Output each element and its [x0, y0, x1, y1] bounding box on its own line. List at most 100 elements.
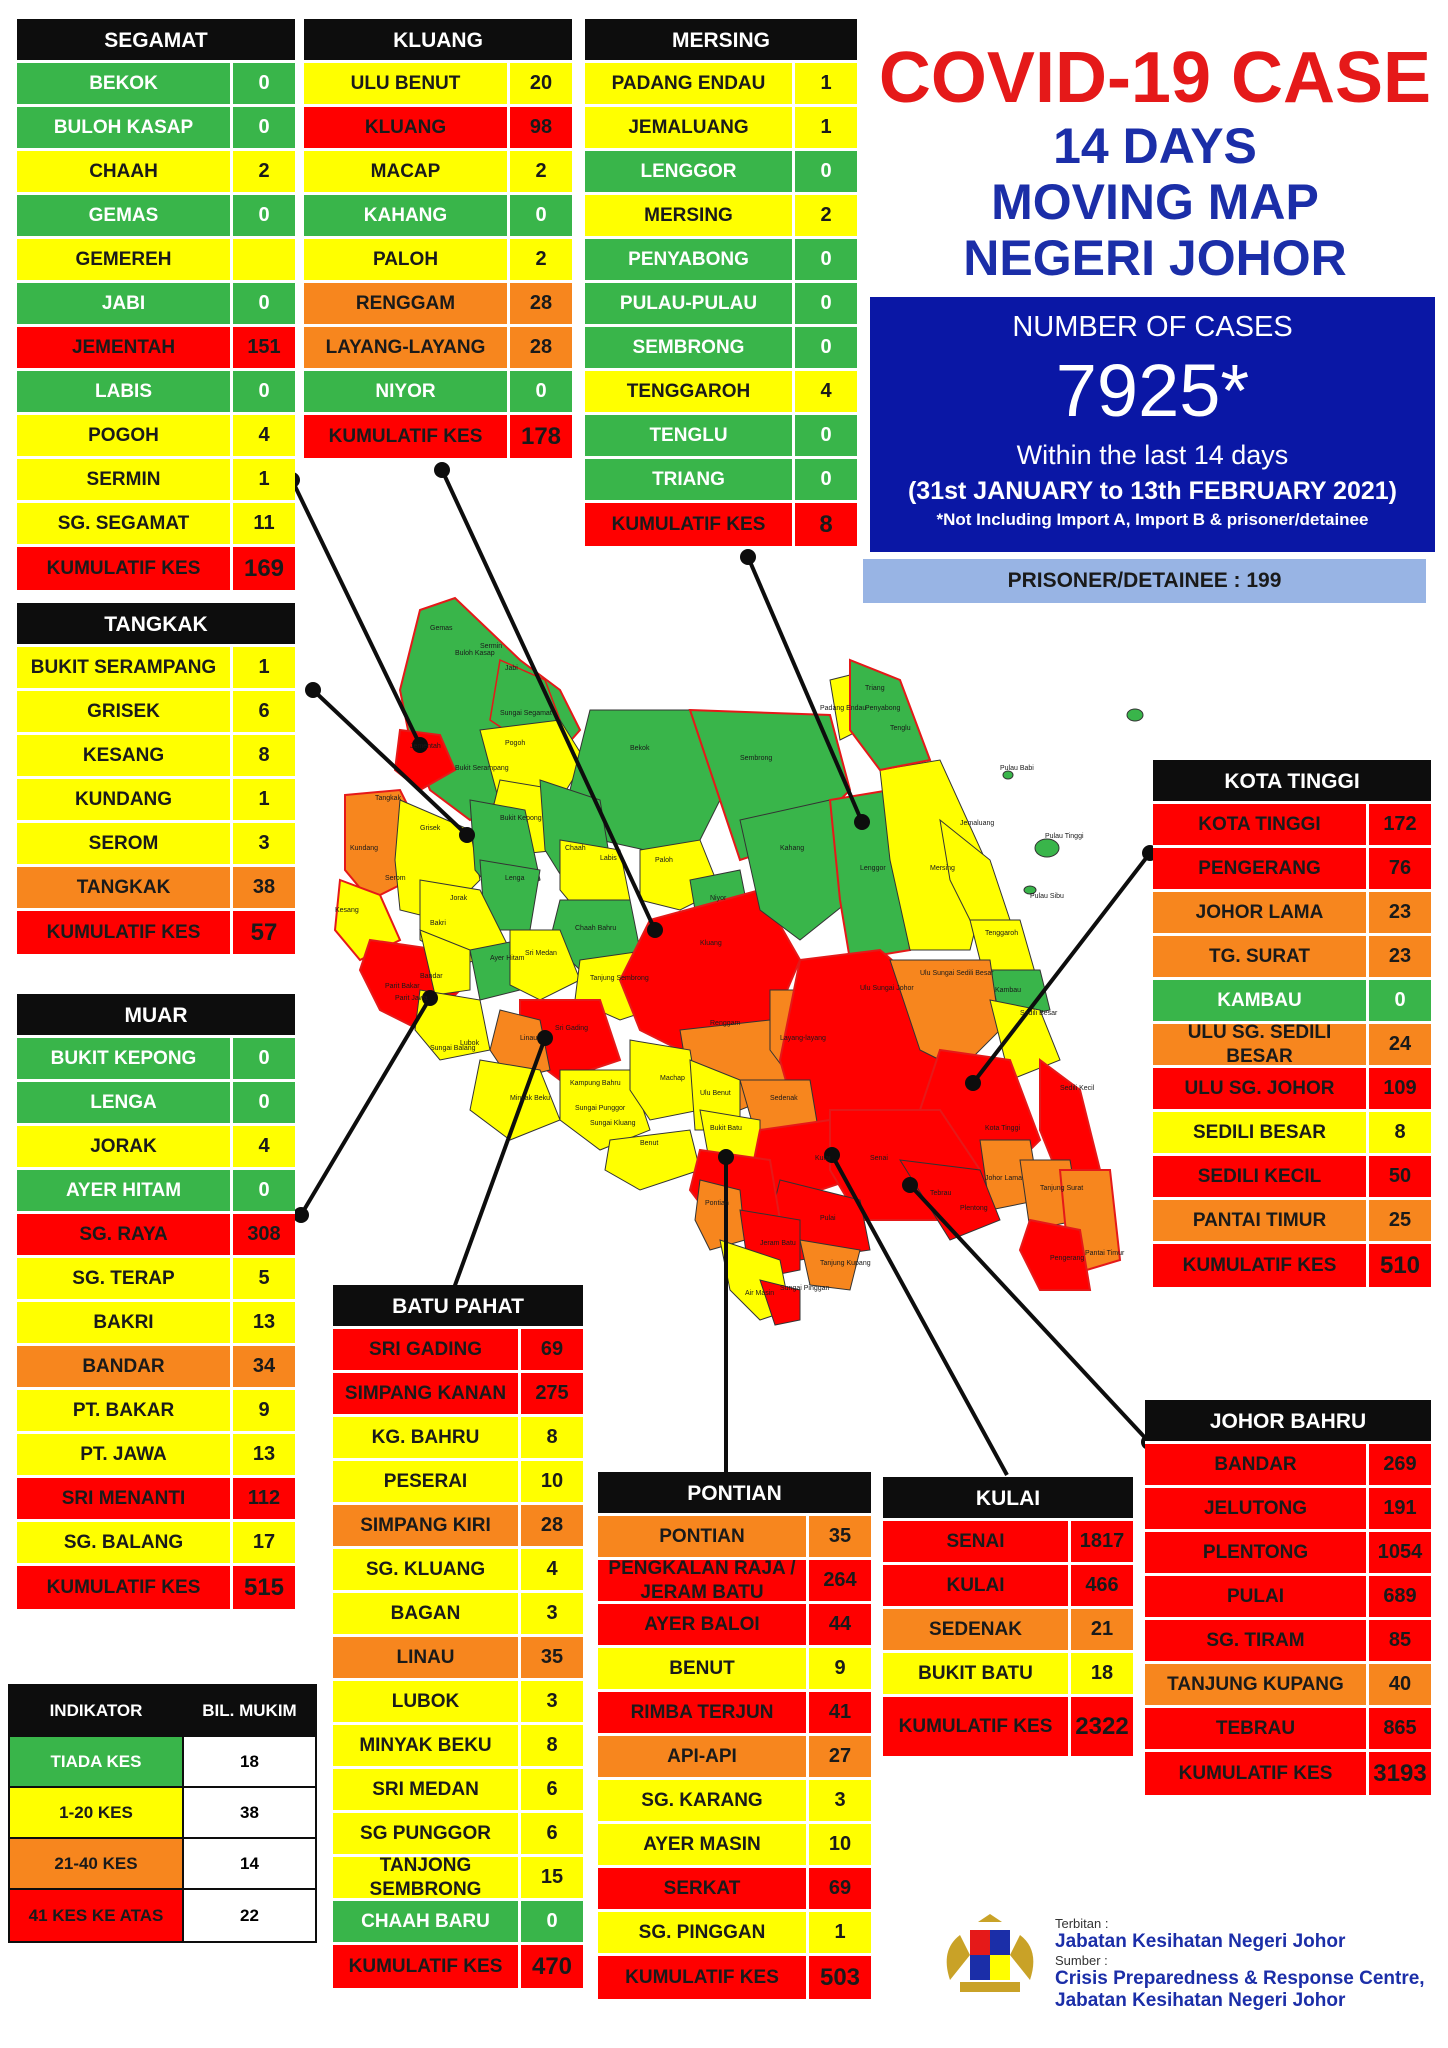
mukim-name: NIYOR	[304, 371, 510, 412]
mukim-name: BEKOK	[17, 63, 233, 104]
mukim-row: KAMBAU 0	[1153, 980, 1431, 1024]
mukim-cases: 1054	[1377, 1541, 1423, 1563]
panel-title: SEGAMAT	[17, 19, 295, 63]
mukim-cases: 13	[252, 1443, 276, 1465]
mukim-row: PADANG ENDAU 1	[585, 63, 857, 107]
mukim-name: SEDENAK	[883, 1609, 1071, 1650]
panel-kluang: KLUANG ULU BENUT 20 KLUANG 98 MACAP 2 KAHANG 0 PA…	[304, 19, 572, 461]
mukim-row: TENGGAROH 4	[585, 371, 857, 415]
mukim-cases: 34	[252, 1355, 276, 1377]
mukim-row: TANJONG SEMBRONG 15	[333, 1855, 583, 1901]
mukim-row: BAGAN 3	[333, 1593, 583, 1637]
mukim-row: KAHANG 0	[304, 195, 572, 239]
map-place-label: Kampung Bahru	[570, 1080, 621, 1087]
footer-terbitan: Jabatan Kesihatan Negeri Johor	[1055, 1931, 1346, 1952]
kumulatif-row: KUMULATIF KES 169	[17, 547, 295, 593]
summary-label: NUMBER OF CASES	[1012, 311, 1293, 343]
mukim-row: SIMPANG KIRI 28	[333, 1505, 583, 1549]
panel-segamat: SEGAMAT BEKOK 0 BULOH KASAP 0 CHAAH 2 GEMAS 0 GEM…	[17, 19, 295, 593]
mukim-cases: 98	[529, 116, 553, 138]
mukim-cases: 20	[529, 72, 553, 94]
mukim-name: PESERAI	[333, 1461, 521, 1502]
mukim-row: RENGGAM 28	[304, 283, 572, 327]
mukim-cases: 35	[540, 1646, 564, 1668]
mukim-row: PANTAI TIMUR 25	[1153, 1200, 1431, 1244]
mukim-name: BUKIT BATU	[883, 1653, 1071, 1694]
mukim-name: PANTAI TIMUR	[1153, 1200, 1369, 1241]
mukim-name: BENUT	[598, 1648, 809, 1689]
mukim-name: KLUANG	[304, 107, 510, 148]
mukim-name: SG. BALANG	[17, 1522, 233, 1563]
map-place-label: Chaah	[565, 845, 586, 852]
mukim-cases: 8	[1394, 1121, 1406, 1143]
mukim-cases: 275	[535, 1382, 569, 1404]
mukim-name: POGOH	[17, 415, 233, 456]
mukim-row: PENGERANG 76	[1153, 848, 1431, 892]
map-place-label: Mersing	[930, 865, 955, 872]
connector-kluang	[440, 469, 657, 931]
dot-johor-bahru-map	[902, 1177, 918, 1193]
panel-tangkak: TANGKAK BUKIT SERAMPANG 1 GRISEK 6 KESANG 8 KUN…	[17, 603, 295, 957]
map-place-label: Parit Bakar	[385, 983, 420, 990]
mukim-row: BEKOK 0	[17, 63, 295, 107]
map-place-label: Lubok	[460, 1040, 480, 1047]
mukim-row: SEDENAK 21	[883, 1609, 1133, 1653]
mukim-row: PALOH 2	[304, 239, 572, 283]
mukim-cases: 35	[828, 1525, 852, 1547]
kumulatif-total: 470	[531, 1952, 573, 1980]
mukim-row: BULOH KASAP 0	[17, 107, 295, 151]
map-place-label: Ulu Benut	[700, 1090, 731, 1097]
mukim-row: AYER MASIN 10	[598, 1824, 871, 1868]
mukim-name: ULU SG. SEDILI BESAR	[1153, 1022, 1369, 1067]
map-place-label: Gemas	[430, 625, 453, 632]
mukim-name: KAMBAU	[1153, 980, 1369, 1021]
panel-kulai: KULAI SENAI 1817 KULAI 466 SEDENAK 21 BUKIT BAT…	[883, 1477, 1133, 1759]
island-north	[1126, 708, 1144, 722]
islands	[1002, 708, 1144, 895]
mukim-name: SG. RAYA	[17, 1214, 233, 1255]
mukim-row: POGOH 4	[17, 415, 295, 459]
island-pulau-babi	[1002, 770, 1014, 780]
mukim-name: SG. TIRAM	[1145, 1620, 1369, 1661]
mukim-row: KLUANG 98	[304, 107, 572, 151]
panel-johor-bahru: JOHOR BAHRU BANDAR 269 JELUTONG 191 PLENTONG 1…	[1145, 1400, 1431, 1798]
map-place-label: Tenglu	[890, 725, 911, 732]
mukim-row: MERSING 2	[585, 195, 857, 239]
map-place-label: Padang Endau	[820, 705, 866, 712]
map-place-label: Sri Medan	[525, 950, 557, 957]
mukim-cases: 23	[1388, 901, 1412, 923]
panel-batu-pahat: BATU PAHAT SRI GADING 69 SIMPANG KANAN 275 KG…	[333, 1285, 583, 1991]
panel-title: MERSING	[585, 19, 857, 63]
mukim-name: PALOH	[304, 239, 510, 280]
map-place-label: Benut	[640, 1140, 658, 1147]
mukim-row: KULAI 466	[883, 1565, 1133, 1609]
map-place-label: Minyak Beku	[510, 1095, 550, 1102]
dot-muar-map	[422, 990, 438, 1006]
mukim-row: JABI 0	[17, 283, 295, 327]
mukim-name: MINYAK BEKU	[333, 1725, 521, 1766]
title-line4: NEGERI JOHOR	[963, 230, 1347, 286]
mukim-row: SENAI 1817	[883, 1521, 1133, 1565]
mukim-name: SIMPANG KANAN	[333, 1373, 521, 1414]
mukim-name: PT. BAKAR	[17, 1390, 233, 1431]
footer-terbitan-label: Terbitan :	[1055, 1916, 1109, 1931]
footer-text: Terbitan : Jabatan Kesihatan Negeri Joho…	[1055, 1916, 1425, 2012]
region-benut	[604, 1129, 701, 1191]
mukim-cases: 1	[820, 72, 832, 94]
mukim-cases: 0	[1394, 989, 1406, 1011]
mukim-row: JEMALUANG 1	[585, 107, 857, 151]
connector-tangkak	[311, 688, 469, 837]
map-place-label: Jeram Batu	[760, 1240, 796, 1247]
map-place-label: Pogoh	[505, 740, 525, 747]
mukim-name: ULU BENUT	[304, 63, 510, 104]
legend-label: 1-20 KES	[10, 1788, 184, 1837]
mukim-row: LENGGOR 0	[585, 151, 857, 195]
mukim-row: SG. KARANG 3	[598, 1780, 871, 1824]
map-place-label: Jemaluang	[960, 820, 994, 827]
mukim-row: BENUT 9	[598, 1648, 871, 1692]
map-place-label: Linau	[520, 1035, 537, 1042]
map-place-label: Sungai Balang	[430, 1045, 476, 1052]
prisoner-count: PRISONER/DETAINEE : 199	[863, 559, 1426, 603]
panel-mersing: MERSING PADANG ENDAU 1 JEMALUANG 1 LENGGOR 0 ME…	[585, 19, 857, 549]
map-place-label: Sungai Kluang	[590, 1120, 636, 1127]
